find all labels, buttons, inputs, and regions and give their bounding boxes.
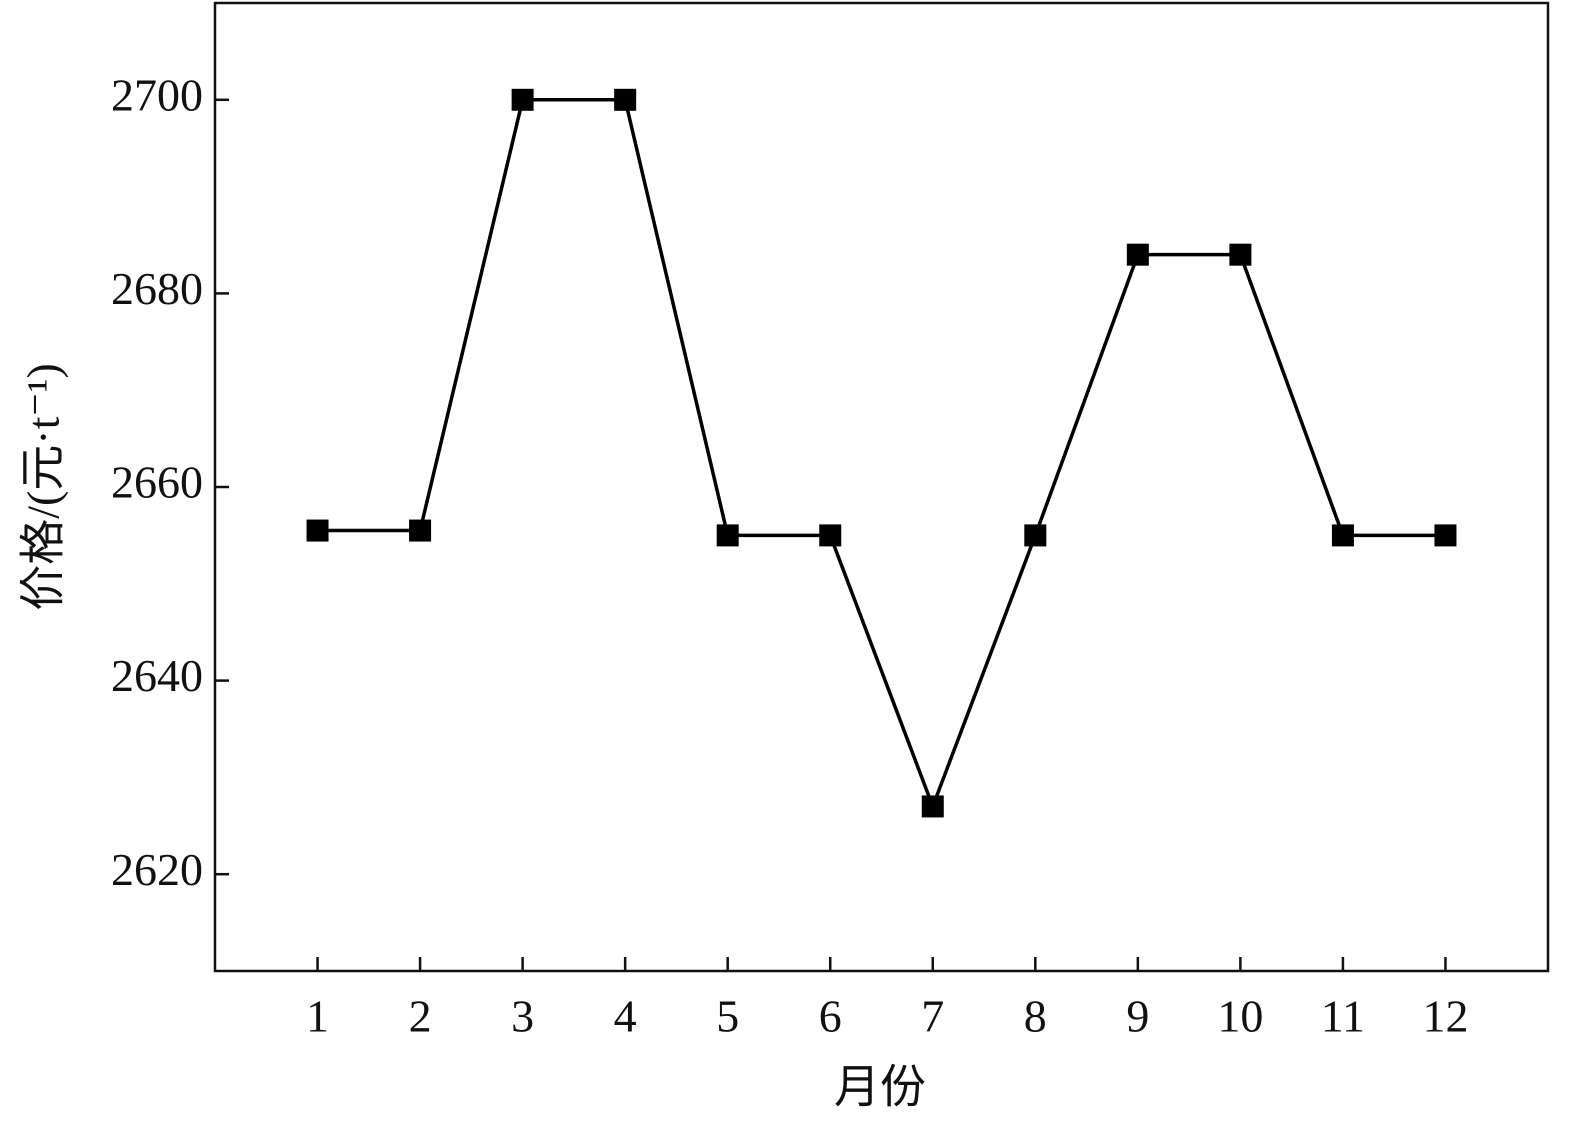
x-tick-label: 9 <box>1126 991 1149 1042</box>
x-tick-label: 2 <box>409 991 432 1042</box>
marker <box>819 524 842 547</box>
marker <box>1229 243 1252 266</box>
line <box>317 98 1446 812</box>
marker <box>1024 524 1047 547</box>
x-tick-label: 1 <box>306 991 329 1042</box>
x-tick-label: 10 <box>1217 991 1263 1042</box>
y-tick-label: 2640 <box>111 650 203 701</box>
x-axis-label: 月份 <box>834 1062 926 1113</box>
y-tick-label: 2680 <box>111 263 203 314</box>
x-tick-label: 5 <box>716 991 739 1042</box>
marker <box>614 88 637 111</box>
x-tick-label: 7 <box>921 991 944 1042</box>
x-tick-label: 3 <box>511 991 534 1042</box>
x-tick-label: 11 <box>1321 991 1365 1042</box>
x-tick-label: 4 <box>614 991 637 1042</box>
y-tick-label: 2660 <box>111 457 203 508</box>
marker <box>306 519 329 542</box>
marker <box>409 519 432 542</box>
y-tick-label: 2700 <box>111 69 203 120</box>
x-tick-label: 8 <box>1024 991 1047 1042</box>
y-tick-label: 2620 <box>111 844 203 895</box>
marker <box>1331 524 1354 547</box>
marker <box>511 88 534 111</box>
x-tick-label: 12 <box>1422 991 1468 1042</box>
plot-frame <box>213 1 1550 973</box>
marker <box>1434 524 1457 547</box>
marker <box>716 524 739 547</box>
y-axis-label: 价格/(元·t⁻¹) <box>18 363 69 611</box>
marker <box>1126 243 1149 266</box>
marker <box>921 795 944 818</box>
x-tick-label: 6 <box>819 991 842 1042</box>
